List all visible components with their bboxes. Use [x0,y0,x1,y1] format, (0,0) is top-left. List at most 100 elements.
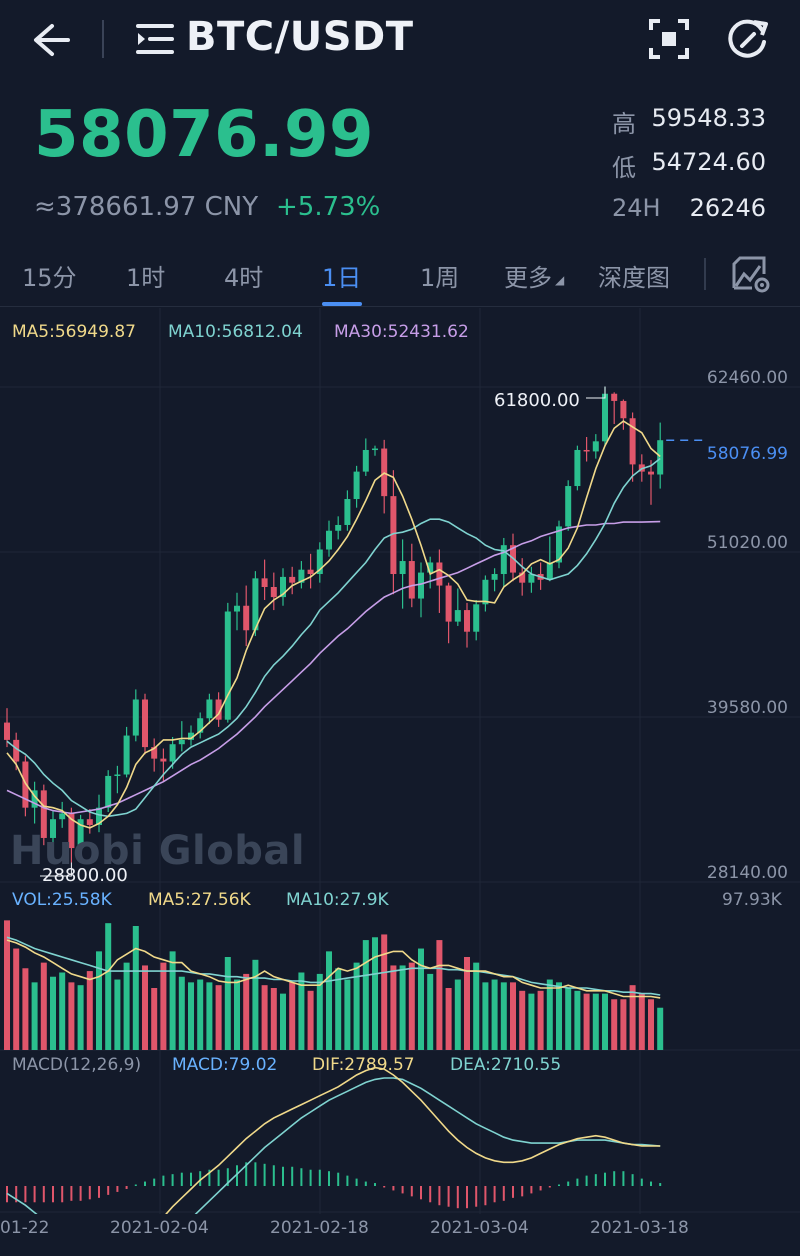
menu-icon[interactable] [136,22,174,56]
candle-body [77,819,84,849]
volume-bar [427,973,434,1050]
macd-hist-bar [190,1172,192,1186]
volume-bar [464,956,470,1050]
macd-hist-bar [61,1186,64,1203]
volume-bar [491,979,498,1050]
candle-body [556,526,562,563]
volume-bar [344,979,351,1050]
candle-body [657,440,664,475]
candle-body [188,732,194,740]
volume-bar [528,993,535,1050]
volume-bar [105,923,112,1050]
candle-body [445,585,452,622]
high-value: 59548.33 [651,104,766,132]
volume-bar [31,982,38,1050]
candle-body [344,499,351,525]
macd-hist-bar [171,1174,174,1186]
macd-hist-bar [650,1181,652,1186]
dea-label: DEA:2710.55 [450,1055,562,1075]
candle-body [519,572,526,583]
macd-hist-bar [475,1186,478,1207]
volume-bar [215,985,222,1050]
macd-hist-bar [199,1171,202,1186]
candle-body [169,744,176,762]
chart-settings-icon[interactable] [730,254,772,294]
candle-body [142,699,148,748]
volume-bar [4,920,10,1050]
kline-chart[interactable] [0,308,800,1214]
volume-ma10-label: MA10:27.9K [286,890,389,910]
macd-hist-bar [272,1165,275,1186]
volume-bar [629,985,636,1050]
macd-hist-bar [15,1186,18,1203]
volume-bar [77,985,84,1050]
candle-body [583,449,590,452]
date-tick-4: 2021-03-04 [430,1218,529,1238]
volume-bar [114,979,121,1050]
interval-tabs: 15分 1时 4时 1日 1周 更多 ◢ 深度图 [0,244,800,306]
candle-body [611,393,618,401]
trading-pair-title[interactable]: BTC/USDT [186,14,414,60]
candle-body [68,813,75,849]
volume-label: VOL:25.58K [12,890,112,910]
volume-bar [620,999,627,1050]
ma10-line [6,457,661,818]
y-tick-3: 39580.00 [706,698,788,718]
tab-1d[interactable]: 1日 [322,264,362,292]
volume-bar [657,1007,664,1050]
macd-hist-bar [484,1186,487,1206]
refresh-icon[interactable] [724,16,770,62]
tab-1w[interactable]: 1周 [420,264,460,292]
volume-bar [519,990,526,1050]
macd-hist-bar [502,1186,505,1201]
candle-body [234,605,240,612]
volume-bar [537,990,544,1050]
candle-body [390,496,397,575]
candle-body [500,545,507,575]
macd-hist-bar [254,1162,257,1186]
candle-body [4,722,10,740]
candle-body [574,449,581,487]
volume-bar [178,976,185,1050]
candle-body [629,418,636,465]
volume-bar [13,948,20,1050]
volume-bar [454,979,461,1050]
candle-body [206,699,213,719]
scan-icon[interactable] [648,18,690,60]
volume-bar [243,973,250,1050]
macd-hist-bar [364,1181,367,1186]
volume-bar [142,965,148,1050]
macd-hist-bar [539,1186,542,1191]
back-arrow-icon[interactable] [28,20,72,60]
macd-params-label: MACD(12,26,9) [12,1055,142,1075]
tab-1h[interactable]: 1时 [126,264,166,292]
volume-bar [169,951,176,1050]
candle-body [22,761,29,808]
active-tab-indicator [322,302,362,306]
volume-bar [381,934,388,1050]
candle-body [280,576,286,598]
macd-hist-bar [70,1186,73,1201]
candle-body [298,569,305,583]
macd-hist-bar [567,1181,570,1186]
candle-body [261,578,268,587]
candle-body [151,747,158,759]
volume-bar [574,990,581,1050]
tab-15m[interactable]: 15分 [22,264,77,292]
tab-more[interactable]: 更多 ◢ [504,258,564,293]
tab-4h[interactable]: 4时 [224,264,264,292]
price-change-percent: +5.73% [276,192,381,222]
volume-bar [261,985,268,1050]
volume-bar [132,925,139,1050]
tab-depth[interactable]: 深度图 [598,264,670,292]
macd-hist-bar [180,1172,183,1186]
candle-body [160,758,167,762]
volume-bar [188,982,194,1050]
volume-bar [565,987,572,1050]
candle-body [620,400,627,419]
volume-bar [234,979,240,1050]
candle-body [252,578,259,631]
volume-bar [390,965,397,1050]
macd-hist-bar [622,1171,625,1186]
macd-hist-bar [594,1174,597,1186]
